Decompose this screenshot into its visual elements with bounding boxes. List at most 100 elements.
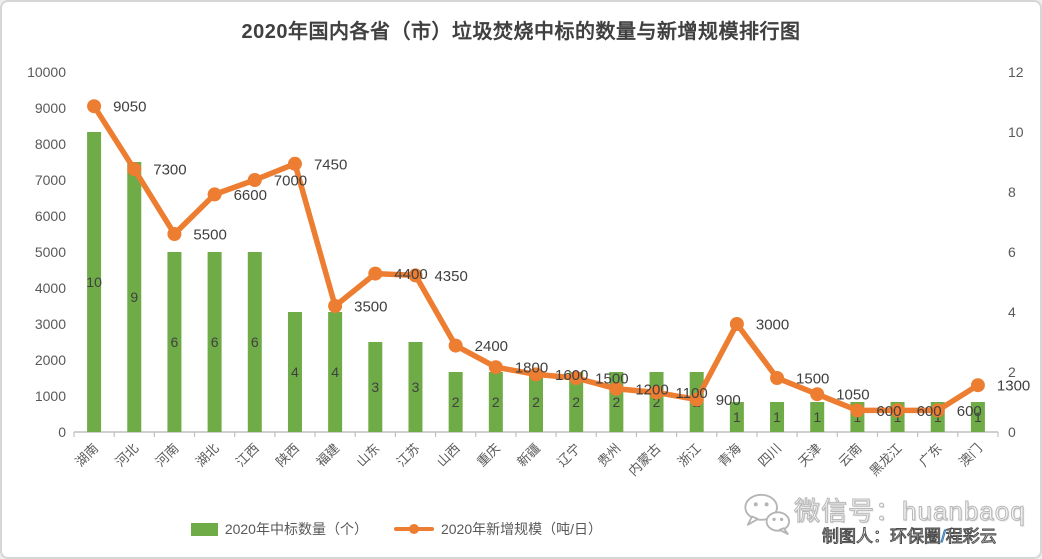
line-data-label: 9050 [113, 99, 146, 116]
line-data-label: 1500 [595, 371, 628, 388]
bar [569, 372, 584, 432]
category-label: 江苏 [394, 441, 423, 470]
right-axis-tick-label: 2 [1008, 364, 1016, 380]
line-point [87, 99, 102, 114]
line-point [247, 173, 262, 187]
line-data-label: 2400 [475, 338, 508, 355]
bar-data-label: 1 [813, 409, 821, 425]
line-point [890, 403, 905, 418]
line-data-label: 1100 [676, 385, 708, 402]
credit-slash: / [941, 527, 947, 547]
legend-item-line-series: 2020年新增规模（吨/日） [393, 519, 603, 539]
right-axis-tick-label: 0 [1008, 424, 1016, 440]
category-label: 辽宁 [554, 441, 583, 470]
wechat-id-text: 微信号：huanbaoq [794, 496, 1026, 527]
line-point [569, 371, 584, 385]
bar [770, 402, 785, 432]
bar-data-label: 9 [130, 289, 138, 305]
category-label: 江西 [233, 441, 262, 470]
left-axis-tick-label: 0 [58, 424, 66, 440]
line-data-label: 3000 [756, 317, 789, 334]
line-point [810, 387, 825, 402]
category-label: 贵州 [594, 441, 623, 470]
line-data-label: 5500 [193, 227, 226, 244]
line-data-label: 1300 [997, 378, 1030, 395]
right-axis-tick-label: 12 [1008, 64, 1024, 80]
line-data-label: 7450 [314, 156, 347, 173]
bar [810, 402, 825, 432]
line-data-label: 1800 [515, 360, 548, 377]
left-axis-tick-label: 1000 [35, 388, 66, 404]
bar [287, 312, 302, 432]
line-data-label: 600 [917, 403, 942, 420]
bar [328, 312, 343, 432]
left-axis-tick-label: 10000 [27, 64, 66, 80]
bar-data-label: 4 [331, 364, 339, 380]
bar [127, 162, 142, 432]
category-label: 内蒙古 [625, 441, 663, 479]
left-axis-tick-label: 7000 [35, 172, 66, 188]
category-label: 云南 [836, 441, 865, 470]
bar-data-label: 2 [572, 394, 580, 410]
left-axis-tick-label: 5000 [35, 244, 66, 260]
category-label: 河北 [112, 441, 141, 470]
line-series-legend-label: 2020年新增规模（吨/日） [440, 521, 603, 537]
line-point [127, 162, 142, 177]
line-data-label: 7000 [274, 173, 307, 190]
right-axis-tick-label: 4 [1008, 304, 1016, 320]
bar [87, 132, 102, 432]
bar [247, 252, 262, 432]
line-point [207, 187, 222, 202]
wechat-icon [744, 493, 790, 535]
bar-data-label: 2 [492, 394, 500, 410]
category-label: 黑龙江 [866, 441, 904, 479]
bar-data-label: 6 [171, 334, 179, 350]
bar [448, 372, 463, 432]
left-axis-tick-label: 9000 [35, 100, 66, 116]
category-label: 湖南 [72, 441, 101, 470]
line-point [649, 385, 664, 400]
line-point [328, 299, 343, 313]
category-label: 陕西 [273, 441, 302, 470]
bar [488, 372, 503, 432]
category-label: 河南 [153, 441, 182, 470]
line-point [850, 403, 865, 418]
line-point [448, 338, 463, 353]
bar-data-label: 10 [86, 274, 102, 290]
bar-data-label: 2 [532, 394, 540, 410]
bar [970, 402, 985, 432]
category-label: 天津 [795, 441, 824, 470]
category-label: 新疆 [514, 441, 543, 470]
category-label: 四川 [755, 441, 784, 470]
left-axis-tick-label: 3000 [35, 316, 66, 332]
line-data-label: 600 [876, 403, 901, 420]
bar-data-label: 3 [412, 379, 420, 395]
plot-area: 0100020003000400050006000700080009000100… [27, 64, 1030, 479]
line-data-label: 1600 [555, 367, 588, 384]
bar [207, 252, 222, 432]
line-data-label: 1500 [796, 371, 829, 388]
bar-data-label: 6 [211, 334, 219, 350]
left-axis-tick-label: 8000 [35, 136, 66, 152]
category-label: 福建 [313, 441, 342, 470]
legend: 2020年中标数量（个） 2020年新增规模（吨/日） [2, 519, 791, 539]
line-point [609, 381, 624, 396]
bar-series-legend-label: 2020年中标数量（个） [224, 521, 368, 537]
right-axis-tick-label: 6 [1008, 244, 1016, 260]
line-data-label: 3500 [354, 299, 387, 316]
category-label: 重庆 [474, 441, 503, 470]
line-series-marker-icon [393, 524, 434, 534]
right-axis-tick-label: 10 [1008, 124, 1024, 140]
bar-data-label: 1 [974, 409, 982, 425]
category-label: 浙江 [675, 441, 704, 470]
line-data-label: 900 [716, 392, 741, 409]
line-point [167, 227, 182, 241]
bar-series-swatch-icon [190, 522, 218, 536]
bar-data-label: 2 [612, 394, 620, 410]
bar-data-label: 1 [773, 409, 781, 425]
line-point [529, 367, 543, 382]
line-data-label: 7300 [153, 162, 186, 179]
bar [529, 372, 543, 432]
legend-item-bar-series: 2020年中标数量（个） [190, 519, 368, 539]
line-data-label: 6600 [234, 187, 267, 204]
